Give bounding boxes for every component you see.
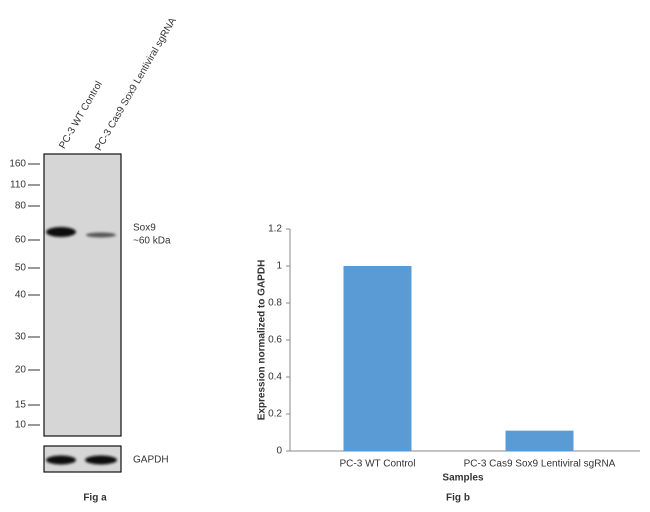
- blot-panel: [43, 153, 122, 437]
- gapdh-band: [46, 455, 76, 465]
- marker-label: 15: [15, 400, 27, 411]
- x-tick-label: PC-3 Cas9 Sox9 Lentiviral sgRNA: [464, 459, 616, 470]
- marker-label: 50: [15, 263, 27, 274]
- x-tick-label: PC-3 WT Control: [340, 459, 416, 470]
- marker-label: 30: [15, 332, 27, 343]
- marker-label: 20: [15, 365, 27, 376]
- bar: [505, 430, 574, 451]
- band-size: ~60 kDa: [133, 236, 171, 247]
- y-tick-label: 1.2: [268, 224, 282, 235]
- y-tick-label: 1: [276, 261, 282, 272]
- marker-label: 110: [10, 180, 26, 191]
- bar: [343, 266, 412, 451]
- caption: Fig b: [446, 493, 470, 504]
- y-tick-label: 0.2: [268, 409, 282, 420]
- marker-label: 160: [9, 159, 26, 170]
- loading-control-label: GAPDH: [133, 455, 169, 466]
- marker-label: 40: [15, 290, 27, 301]
- y-tick-label: 0: [276, 446, 282, 457]
- x-axis-title: Samples: [442, 473, 484, 484]
- band-label: Sox9: [133, 223, 156, 234]
- y-tick-label: 0.8: [268, 298, 282, 309]
- gapdh-band: [85, 455, 117, 465]
- blot-band: [86, 232, 116, 238]
- lane-label: PC-3 Cas9 Sox9 Lentiviral sgRNA: [93, 16, 179, 153]
- marker-label: 10: [15, 420, 27, 431]
- marker-label: 80: [15, 201, 27, 212]
- y-tick-label: 0.4: [268, 372, 282, 383]
- marker-label: 60: [15, 235, 27, 246]
- y-tick-label: 0.6: [268, 335, 282, 346]
- caption: Fig a: [83, 493, 107, 504]
- blot-band: [46, 227, 76, 237]
- y-axis-title: Expression normalized to GAPDH: [257, 260, 268, 421]
